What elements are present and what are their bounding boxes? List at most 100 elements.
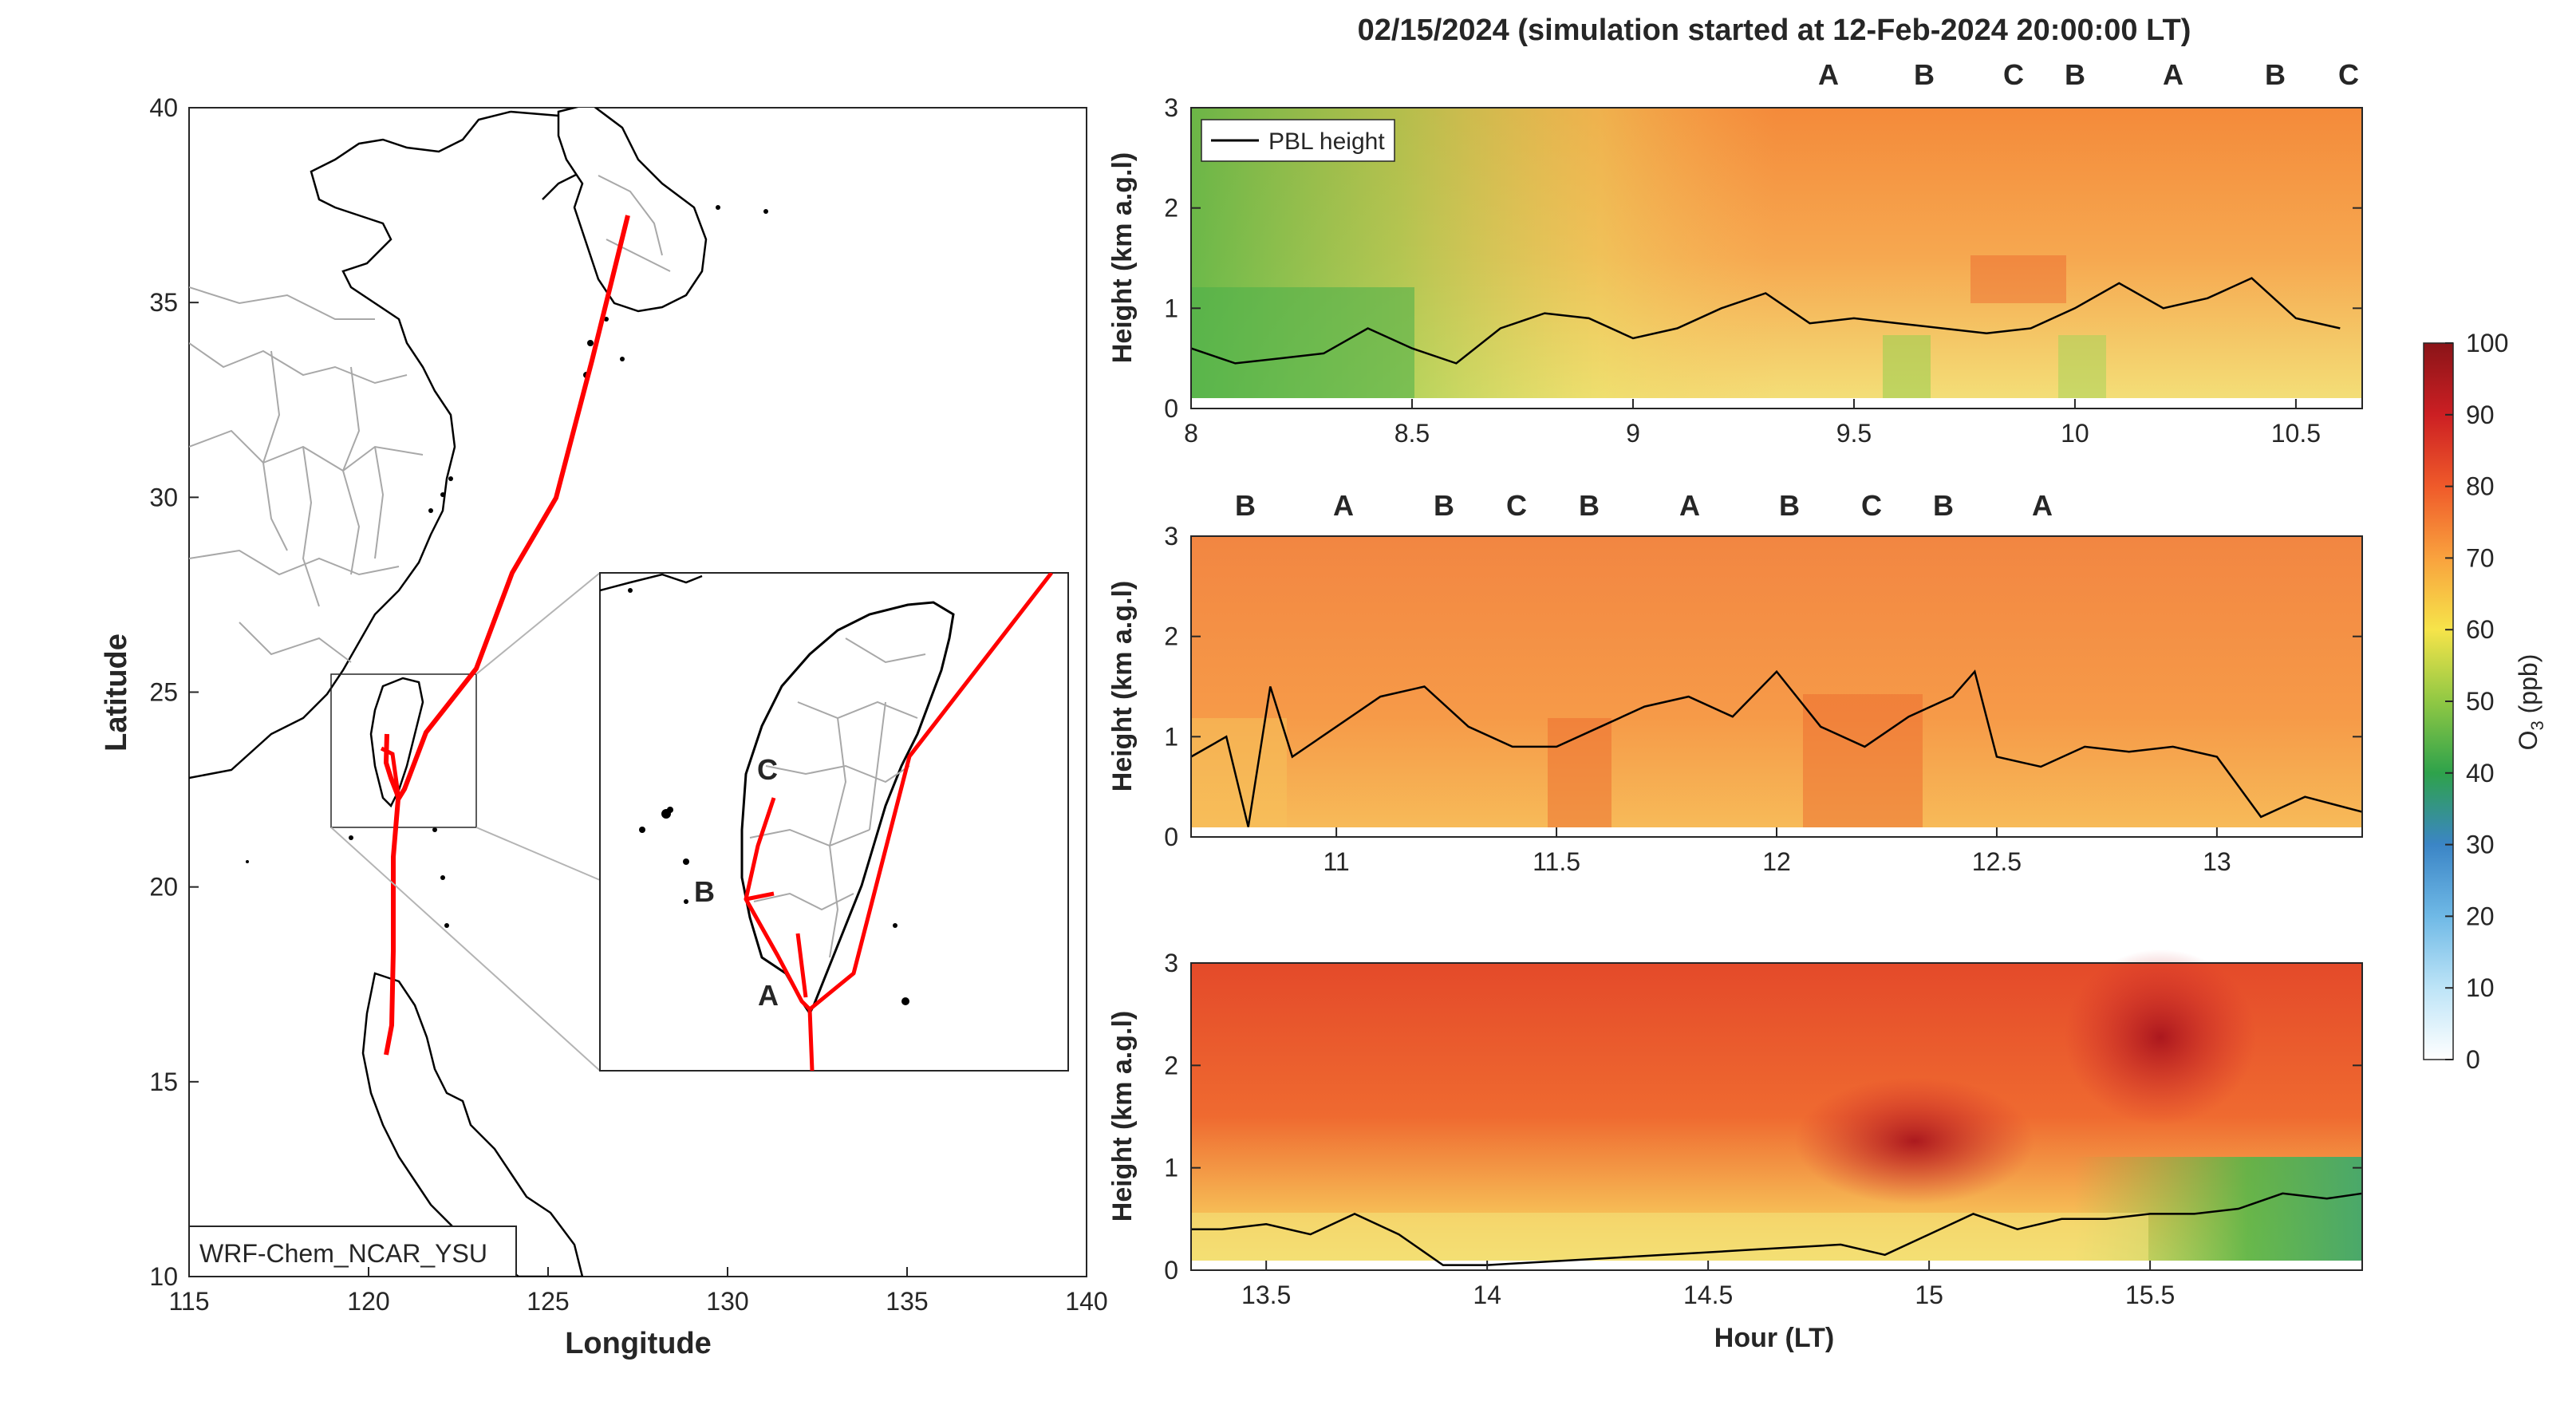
korea-outline	[557, 108, 708, 313]
middle-ytick-label: 0	[1164, 823, 1178, 851]
top-ytick-label: 2	[1164, 194, 1178, 223]
bottom-xtick-label: 15.5	[2125, 1281, 2175, 1309]
middle-xtick-label: 12	[1762, 847, 1791, 876]
colorbar-label: O3 (ppb)	[2514, 654, 2547, 751]
middle-marker-b: B	[1779, 489, 1800, 522]
pbl-legend-label: PBL height	[1268, 128, 1385, 155]
pbl-line-middle	[1190, 669, 2363, 827]
colorbar-tick-label: 80	[2466, 472, 2495, 501]
bottom-ytick-label: 1	[1164, 1154, 1178, 1182]
model-label-box: WRF-Chem_NCAR_YSU	[188, 1226, 517, 1277]
map-ytick-label: 30	[149, 483, 178, 511]
o3-maximum-high	[2065, 949, 2256, 1125]
top-red-patch	[1970, 255, 2066, 303]
top-xtick-label: 9	[1626, 419, 1640, 448]
top-marker-b: B	[1914, 58, 1935, 91]
china-coastline	[189, 110, 511, 780]
bottom-xtick-label: 15	[1915, 1281, 1943, 1309]
map-xtick-label: 130	[706, 1287, 748, 1316]
middle-marker-b: B	[1235, 489, 1256, 522]
top-green-patch-2	[1883, 335, 1931, 409]
middle-ytick-label: 3	[1164, 522, 1178, 551]
model-label: WRF-Chem_NCAR_YSU	[199, 1239, 487, 1268]
map-xtick-label: 115	[168, 1287, 209, 1316]
top-xtick-label: 10.5	[2271, 419, 2321, 448]
map-ytick-label: 15	[149, 1068, 178, 1096]
middle-xtick-label: 11	[1324, 847, 1350, 876]
map-xlabel: Longitude	[565, 1327, 712, 1360]
bottom-panel: 13.5 14 14.5 15 15.5 0 1 2 3 Height (km a.g.l) H…	[1107, 949, 2363, 1353]
map-ytick-label: 25	[149, 678, 178, 707]
bottom-xtick-label: 13.5	[1241, 1281, 1291, 1309]
top-marker-a: A	[2163, 58, 2183, 91]
top-ytick-label: 3	[1164, 93, 1178, 122]
bottom-ytick-label: 3	[1164, 949, 1178, 977]
inset-counties	[749, 637, 926, 958]
colorbar: 0 10 20 30 40 50 60 70 80 90 100 O3 (ppb)	[2423, 329, 2547, 1074]
figure-title: 02/15/2024 (simulation started at 12-Feb…	[1358, 14, 2191, 47]
colorbar-tick-label: 10	[2466, 973, 2495, 1002]
top-green-patch-1	[1191, 287, 1414, 409]
map-ylabel: Latitude	[100, 633, 133, 752]
inset-panel: C B A	[599, 572, 1069, 1072]
bottom-xtick-label: 14.5	[1683, 1281, 1733, 1309]
bottom-axes-box	[1190, 962, 2363, 1271]
zoom-box	[330, 673, 477, 828]
o3-maximum-low	[1795, 1077, 2034, 1205]
colorbar-tick-label: 40	[2466, 759, 2495, 787]
map-ytick-label: 20	[149, 873, 178, 902]
top-ytick-label: 1	[1164, 294, 1178, 322]
map-ytick-label: 35	[149, 288, 178, 317]
bottom-ylabel: Height (km a.g.l)	[1107, 1011, 1138, 1222]
inset-china-coast	[600, 573, 703, 592]
middle-marker-a: A	[1333, 489, 1354, 522]
mid-light-band	[1191, 718, 1287, 827]
map-xtick-label: 135	[886, 1287, 928, 1316]
colorbar-tick-label: 50	[2466, 687, 2495, 716]
top-marker-c: C	[2003, 58, 2024, 91]
middle-marker-a: A	[1679, 489, 1700, 522]
province-borders	[189, 175, 671, 663]
middle-marker-b: B	[1933, 489, 1954, 522]
top-marker-b: B	[2065, 58, 2085, 91]
pbl-line-top	[1190, 277, 2341, 365]
bottom-yellow-band	[1191, 1213, 2148, 1261]
top-green-patch-3	[2058, 335, 2106, 409]
top-marker-b: B	[2265, 58, 2286, 91]
top-marker-a: A	[1818, 58, 1839, 91]
inset-connector-bot	[330, 827, 601, 1072]
top-ylabel: Height (km a.g.l)	[1107, 152, 1138, 363]
inset-label-a: A	[758, 979, 779, 1012]
colorbar-ticks: 0 10 20 30 40 50 60 70 80 90 100	[2445, 329, 2508, 1074]
bottom-ytick-label: 0	[1164, 1256, 1178, 1285]
map-xtick-label: 140	[1065, 1287, 1107, 1316]
map-xtick-label: 125	[527, 1287, 569, 1316]
map-ytick-label: 10	[149, 1262, 178, 1291]
top-xtick-label: 9.5	[1836, 419, 1872, 448]
colorbar-tick-label: 20	[2466, 902, 2495, 930]
bottom-ticks: 13.5 14 14.5 15 15.5 0 1 2 3	[1164, 949, 2362, 1309]
top-ticks: 8 8.5 9 9.5 10 10.5 0 1 2 3	[1164, 93, 2362, 448]
colorbar-tick-label: 0	[2466, 1045, 2480, 1074]
inset-track-branch	[744, 891, 811, 1011]
colorbar-tick-label: 70	[2466, 543, 2495, 572]
middle-marker-c: C	[1861, 489, 1882, 522]
middle-ytick-label: 2	[1164, 622, 1178, 651]
map-xtick-label: 120	[347, 1287, 389, 1316]
colorbar-tick-label: 90	[2466, 401, 2495, 429]
colorbar-tick-label: 30	[2466, 831, 2495, 859]
top-ytick-label: 0	[1164, 394, 1178, 423]
mid-dark-band-1	[1548, 718, 1611, 827]
inset-track-branch-2	[744, 797, 776, 900]
top-xtick-label: 10	[2061, 419, 2089, 448]
inset-label-b: B	[694, 875, 715, 908]
map-ytick-label: 40	[149, 93, 178, 122]
top-marker-c: C	[2338, 58, 2359, 91]
map-ticks: 115 120 125 130 135 140 10 15 20 25 30 35 40	[149, 93, 1107, 1316]
inset-label-c: C	[757, 753, 778, 786]
pbl-legend: PBL height	[1201, 119, 1395, 162]
